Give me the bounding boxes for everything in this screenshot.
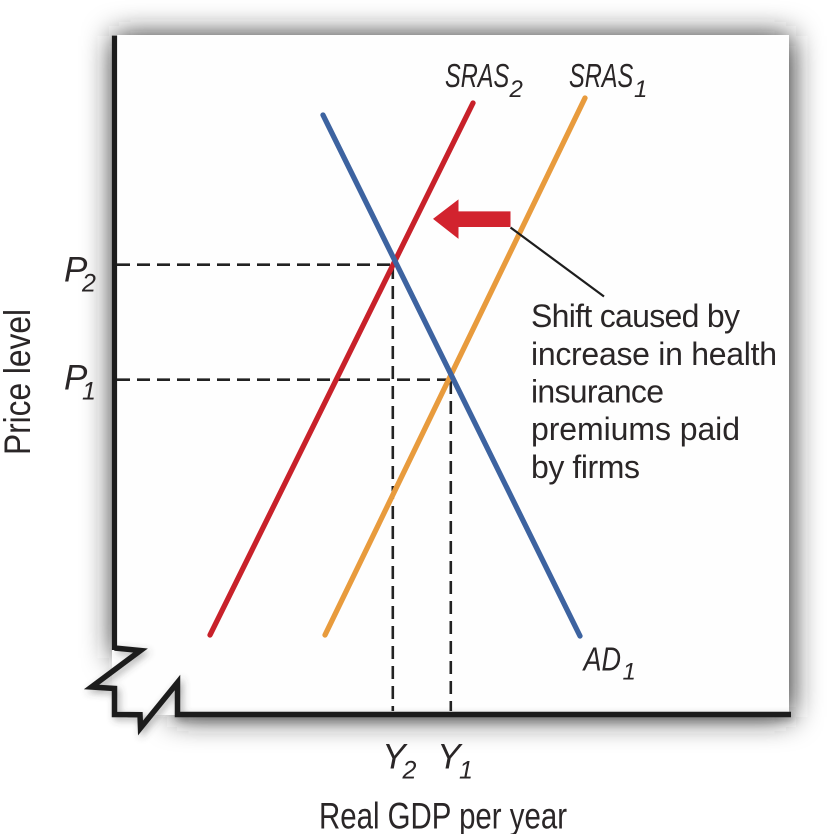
svg-text:P: P (64, 251, 88, 290)
svg-text:insurance: insurance (531, 374, 664, 410)
svg-text:1: 1 (82, 378, 96, 406)
svg-text:SRAS: SRAS (445, 58, 509, 95)
svg-text:Y: Y (437, 738, 463, 777)
svg-text:2: 2 (402, 757, 417, 785)
svg-text:1: 1 (459, 757, 473, 785)
svg-text:Y: Y (382, 738, 408, 777)
svg-text:2: 2 (81, 270, 96, 298)
svg-text:SRAS: SRAS (569, 58, 633, 95)
svg-text:Real GDP per year: Real GDP per year (319, 795, 567, 834)
svg-text:by firms: by firms (531, 449, 640, 485)
svg-text:Price level: Price level (0, 309, 38, 455)
svg-text:Shift caused by: Shift caused by (531, 298, 740, 334)
svg-text:AD: AD (582, 642, 621, 678)
svg-text:increase in health: increase in health (531, 336, 777, 372)
svg-text:1: 1 (623, 659, 636, 686)
svg-text:1: 1 (634, 76, 647, 103)
svg-text:P: P (64, 359, 88, 398)
svg-text:2: 2 (509, 76, 523, 103)
svg-text:premiums paid: premiums paid (531, 411, 740, 447)
